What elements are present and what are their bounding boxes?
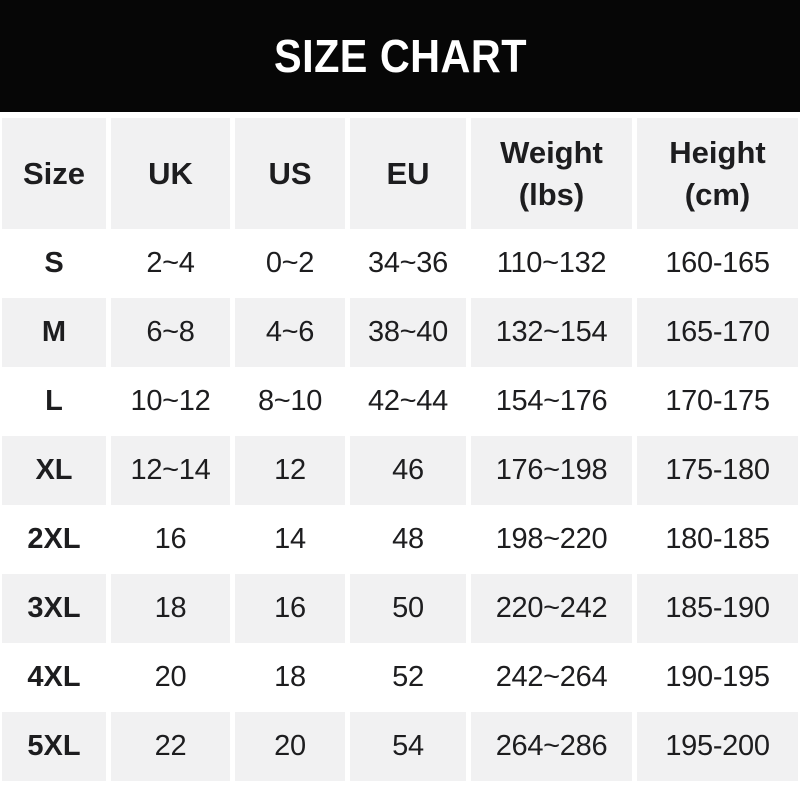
- col-header-us: US: [235, 118, 345, 229]
- uk-value: 22: [111, 712, 230, 781]
- weight-value: 242~264: [471, 643, 632, 712]
- uk-value: 16: [111, 505, 230, 574]
- col-header-uk: UK: [111, 118, 230, 229]
- weight-value: 110~132: [471, 229, 632, 298]
- col-header-unit: (lbs): [518, 176, 585, 212]
- table-row-4xl: 4XL 20 18 52 242~264 190-195: [2, 643, 798, 712]
- uk-value: 20: [111, 643, 230, 712]
- table-row-s: S 2~4 0~2 34~36 110~132 160-165: [2, 229, 798, 298]
- size-chart-table: Size UK US EU Weight (lbs) Height (cm) S…: [2, 118, 798, 781]
- uk-value: 18: [111, 574, 230, 643]
- table-row-l: L 10~12 8~10 42~44 154~176 170-175: [2, 367, 798, 436]
- height-value: 195-200: [637, 712, 798, 781]
- size-label: 5XL: [2, 712, 106, 781]
- table-header-row: Size UK US EU Weight (lbs) Height (cm): [2, 118, 798, 229]
- weight-value: 154~176: [471, 367, 632, 436]
- height-value: 190-195: [637, 643, 798, 712]
- height-value: 185-190: [637, 574, 798, 643]
- weight-value: 264~286: [471, 712, 632, 781]
- eu-value: 48: [350, 505, 466, 574]
- col-header-label: UK: [148, 155, 193, 191]
- us-value: 4~6: [235, 298, 345, 367]
- col-header-size: Size: [2, 118, 106, 229]
- size-label: L: [2, 367, 106, 436]
- size-label: 4XL: [2, 643, 106, 712]
- page-title: SIZE CHART: [273, 30, 527, 82]
- us-value: 20: [235, 712, 345, 781]
- col-header-label: Weight: [500, 134, 603, 170]
- us-value: 18: [235, 643, 345, 712]
- weight-value: 198~220: [471, 505, 632, 574]
- col-header-height: Height (cm): [637, 118, 798, 229]
- table-row-2xl: 2XL 16 14 48 198~220 180-185: [2, 505, 798, 574]
- weight-value: 132~154: [471, 298, 632, 367]
- us-value: 0~2: [235, 229, 345, 298]
- uk-value: 12~14: [111, 436, 230, 505]
- col-header-eu: EU: [350, 118, 466, 229]
- us-value: 16: [235, 574, 345, 643]
- col-header-label: Height: [669, 134, 766, 170]
- weight-value: 220~242: [471, 574, 632, 643]
- col-header-weight: Weight (lbs): [471, 118, 632, 229]
- weight-value: 176~198: [471, 436, 632, 505]
- eu-value: 50: [350, 574, 466, 643]
- size-label: 3XL: [2, 574, 106, 643]
- eu-value: 46: [350, 436, 466, 505]
- us-value: 12: [235, 436, 345, 505]
- height-value: 160-165: [637, 229, 798, 298]
- height-value: 170-175: [637, 367, 798, 436]
- size-label: 2XL: [2, 505, 106, 574]
- us-value: 8~10: [235, 367, 345, 436]
- eu-value: 54: [350, 712, 466, 781]
- size-chart-banner: SIZE CHART: [0, 0, 800, 112]
- eu-value: 42~44: [350, 367, 466, 436]
- height-value: 180-185: [637, 505, 798, 574]
- eu-value: 34~36: [350, 229, 466, 298]
- col-header-label: EU: [386, 155, 430, 191]
- us-value: 14: [235, 505, 345, 574]
- height-value: 175-180: [637, 436, 798, 505]
- uk-value: 6~8: [111, 298, 230, 367]
- eu-value: 52: [350, 643, 466, 712]
- size-label: S: [2, 229, 106, 298]
- size-label: M: [2, 298, 106, 367]
- col-header-unit: (cm): [684, 176, 751, 212]
- col-header-label: Size: [22, 155, 86, 191]
- height-value: 165-170: [637, 298, 798, 367]
- size-label: XL: [2, 436, 106, 505]
- col-header-label: US: [268, 155, 312, 191]
- uk-value: 2~4: [111, 229, 230, 298]
- table-row-5xl: 5XL 22 20 54 264~286 195-200: [2, 712, 798, 781]
- table-row-m: M 6~8 4~6 38~40 132~154 165-170: [2, 298, 798, 367]
- table-row-xl: XL 12~14 12 46 176~198 175-180: [2, 436, 798, 505]
- eu-value: 38~40: [350, 298, 466, 367]
- uk-value: 10~12: [111, 367, 230, 436]
- table-row-3xl: 3XL 18 16 50 220~242 185-190: [2, 574, 798, 643]
